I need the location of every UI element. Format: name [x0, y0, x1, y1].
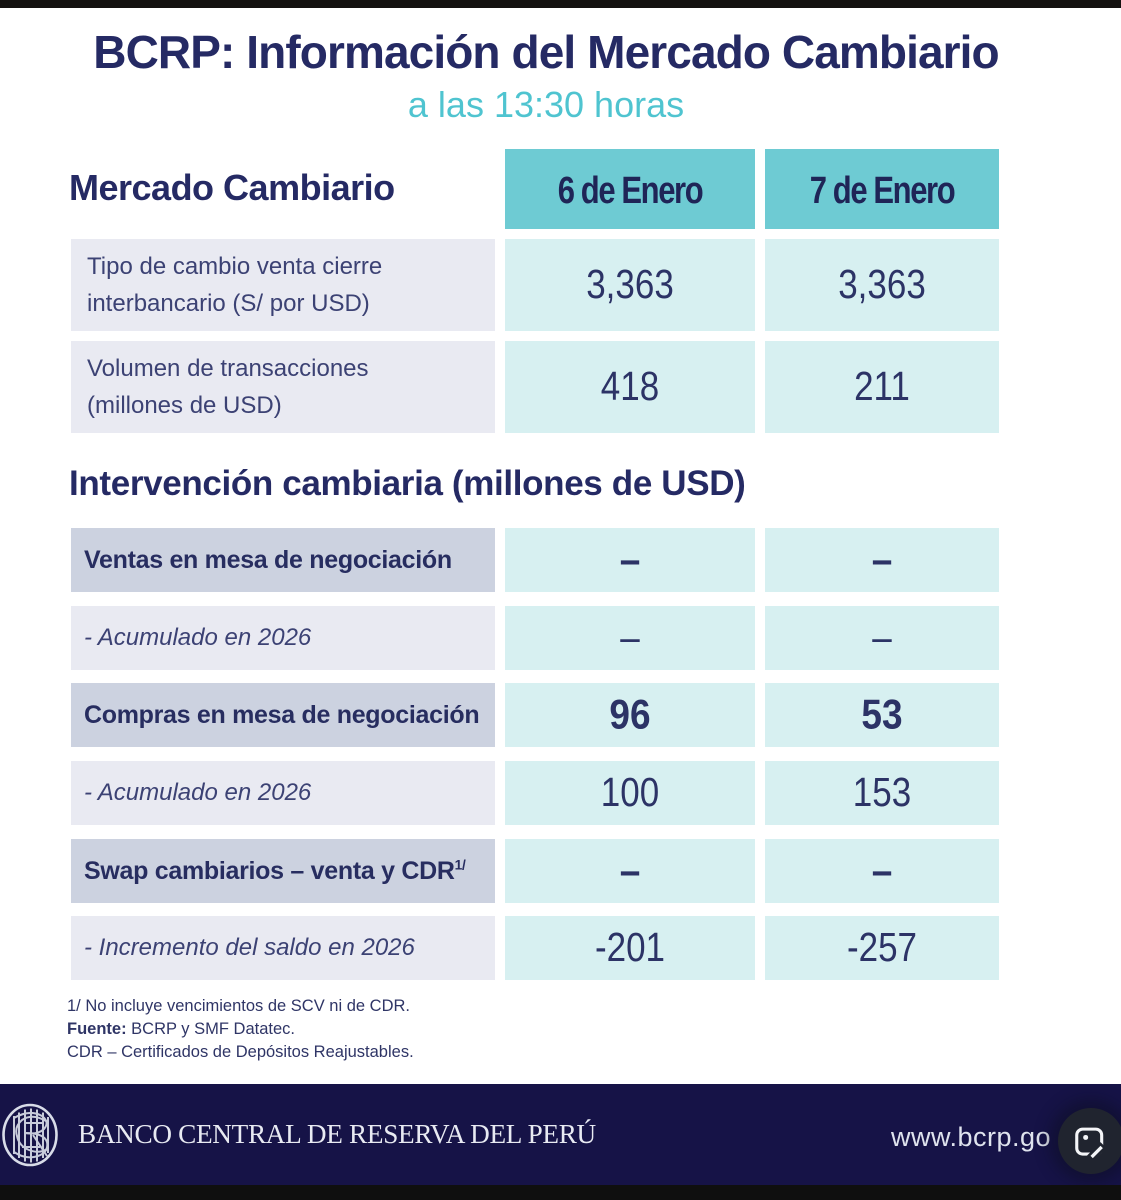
- row-label-text: - Acumulado en 2026: [84, 624, 312, 651]
- row-label-text: interbancario (S/ por USD): [87, 290, 370, 317]
- row-label-text: - Acumulado en 2026: [84, 779, 312, 806]
- cell-ventas-acum-6enero: –: [505, 606, 755, 670]
- cell-value-text: -201: [594, 924, 666, 971]
- row-label-compras-acumulado: - Acumulado en 2026: [71, 761, 495, 825]
- page-title: BCRP: Información del Mercado Cambiario: [93, 26, 999, 78]
- row-label-text: - Incremento del saldo en 2026: [84, 934, 415, 961]
- cell-volumen-6enero: 418: [505, 341, 755, 433]
- cell-incremento-6enero: -201: [505, 916, 755, 980]
- cell-tipo-cambio-7enero: 3,363: [765, 239, 999, 331]
- footer-website: www.bcrp.go: [891, 1122, 1052, 1152]
- image-edit-icon: [1075, 1127, 1107, 1160]
- row-label-tipo-de-cambio: Tipo de cambio venta cierre interbancario…: [71, 239, 495, 331]
- edit-image-button[interactable]: [1058, 1108, 1121, 1174]
- cell-swap-6enero: –: [505, 839, 755, 903]
- cell-value-text: –: [619, 536, 641, 583]
- row-label-text: Tipo de cambio venta cierre: [87, 253, 383, 280]
- row-label-with-sup: Swap cambiarios – venta y CDR1/: [84, 857, 466, 886]
- row-label-text: Ventas en mesa de negociación: [84, 545, 452, 574]
- row-label-ventas: Ventas en mesa de negociación: [71, 528, 495, 592]
- row-label-text: Compras en mesa de negociación: [84, 700, 480, 729]
- footnotes: 1/ No incluye vencimientos de SCV ni de …: [67, 995, 414, 1064]
- cell-compras-6enero: 96: [505, 683, 755, 747]
- cell-ventas-7enero: –: [765, 528, 999, 592]
- column-header-label: 6 de Enero: [557, 169, 704, 212]
- cell-swap-7enero: –: [765, 839, 999, 903]
- cell-compras-acum-6enero: 100: [505, 761, 755, 825]
- row-label-text: (millones de USD): [87, 392, 282, 419]
- top-black-strip: [0, 0, 1121, 8]
- row-label-volumen: Volumen de transacciones (millones de USD…: [71, 341, 495, 433]
- cell-value-text: –: [872, 614, 892, 661]
- row-label-ventas-acumulado: - Acumulado en 2026: [71, 606, 495, 670]
- row-label-swap: Swap cambiarios – venta y CDR1/: [71, 839, 495, 903]
- cell-value-text: 3,363: [586, 261, 674, 308]
- footnote-source: Fuente: BCRP y SMF Datatec.: [67, 1018, 414, 1041]
- row-label-text: Swap cambiarios – venta y CDR: [84, 856, 455, 885]
- row-label-text: Volumen de transacciones: [87, 355, 369, 382]
- cell-value-text: –: [620, 614, 640, 661]
- cell-value-text: –: [871, 847, 893, 894]
- row-label-compras: Compras en mesa de negociación: [71, 683, 495, 747]
- footnote-source-label: Fuente:: [67, 1020, 127, 1038]
- cell-value-text: 211: [854, 363, 910, 410]
- cell-value-text: 96: [609, 691, 651, 738]
- cell-compras-7enero: 53: [765, 683, 999, 747]
- cell-compras-acum-7enero: 153: [765, 761, 999, 825]
- footnote-cdr: CDR – Certificados de Depósitos Reajusta…: [67, 1043, 414, 1061]
- cell-ventas-6enero: –: [505, 528, 755, 592]
- cell-ventas-acum-7enero: –: [765, 606, 999, 670]
- footnote-source-text: BCRP y SMF Datatec.: [126, 1020, 296, 1038]
- column-header-label: 7 de Enero: [809, 169, 956, 212]
- bcrp-logo: [2, 1103, 58, 1167]
- cell-value-text: 53: [861, 691, 903, 738]
- bottom-black-strip: [0, 1185, 1121, 1200]
- column-header-7-enero: 7 de Enero: [765, 149, 999, 229]
- cell-value-text: –: [871, 536, 893, 583]
- cell-value-text: 153: [852, 769, 912, 816]
- cell-volumen-7enero: 211: [765, 341, 999, 433]
- cell-tipo-cambio-6enero: 3,363: [505, 239, 755, 331]
- cell-value-text: 100: [600, 769, 660, 816]
- market-table-heading: Mercado Cambiario: [69, 166, 395, 208]
- cell-incremento-7enero: -257: [765, 916, 999, 980]
- cell-value-text: 3,363: [838, 261, 926, 308]
- intervention-heading: Intervención cambiaria (millones de USD): [69, 464, 746, 503]
- footer-bank-name: BANCO CENTRAL DE RESERVA DEL PERÚ: [78, 1119, 596, 1149]
- footnote-1: 1/ No incluye vencimientos de SCV ni de …: [67, 997, 410, 1015]
- footer-bar: [0, 1084, 1121, 1185]
- cell-value-text: 418: [600, 363, 660, 410]
- cell-value-text: -257: [846, 924, 918, 971]
- cell-value-text: –: [619, 847, 641, 894]
- column-header-6-enero: 6 de Enero: [505, 149, 755, 229]
- footnote-reference: 1/: [454, 857, 466, 873]
- row-label-incremento: - Incremento del saldo en 2026: [71, 916, 495, 980]
- page-subtitle: a las 13:30 horas: [407, 84, 685, 125]
